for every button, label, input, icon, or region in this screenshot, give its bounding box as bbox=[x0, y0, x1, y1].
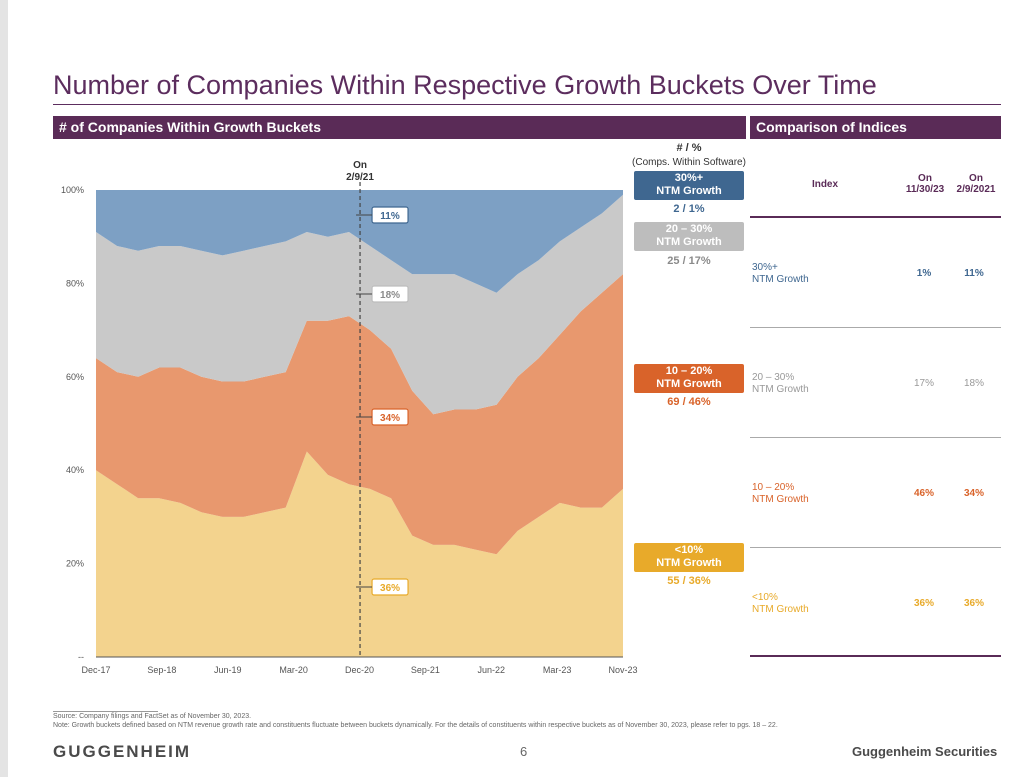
area-series-3 bbox=[96, 190, 623, 293]
x-tick-label: Dec-17 bbox=[81, 665, 110, 675]
x-tick-label: Jun-22 bbox=[477, 665, 505, 675]
page-number: 6 bbox=[520, 744, 528, 759]
comparison-row-label: 20 – 30% NTM Growth bbox=[752, 372, 809, 396]
legend-item-30-plus: 30%+ NTM Growth bbox=[634, 171, 744, 200]
legend-item-label: 20 – 30% bbox=[665, 223, 713, 235]
y-tick-label: 60% bbox=[66, 372, 84, 382]
comparison-value-current: 1% bbox=[916, 268, 932, 279]
row-label-line1: 20 – 30% bbox=[752, 372, 795, 383]
x-tick-label: Dec-20 bbox=[345, 665, 374, 675]
x-tick-label: Nov-23 bbox=[608, 665, 637, 675]
comparison-bottom-rule bbox=[750, 655, 1001, 657]
row-label-line2: NTM Growth bbox=[752, 384, 809, 395]
growth-note: Note: Growth buckets defined based on NT… bbox=[53, 722, 778, 729]
marker-date: 2/9/21 bbox=[346, 172, 374, 183]
footnote-rule bbox=[53, 711, 158, 712]
legend-item-label: 10 – 20% bbox=[665, 365, 713, 377]
marker-label: On bbox=[353, 160, 367, 171]
row-label-line2: NTM Growth bbox=[752, 604, 809, 615]
comparison-value-prior: 34% bbox=[963, 488, 984, 499]
comparison-header-rule bbox=[750, 216, 1001, 218]
comparison-row-divider bbox=[750, 547, 1001, 548]
comparison-row-divider bbox=[750, 437, 1001, 438]
legend-item-label: <10% bbox=[674, 544, 704, 556]
row-label-line1: 30%+ bbox=[752, 262, 778, 273]
legend-item-label: 30%+ bbox=[674, 172, 704, 184]
legend-item-label: NTM Growth bbox=[656, 557, 722, 569]
legend-item-label: NTM Growth bbox=[656, 378, 722, 390]
comparison-col2-header: On 2/9/2021 bbox=[951, 173, 1001, 195]
legend-item-count: 25 / 17% bbox=[667, 255, 711, 267]
legend-item-count: 2 / 1% bbox=[673, 203, 705, 215]
comparison-value-prior: 36% bbox=[963, 598, 984, 609]
title-rule bbox=[53, 104, 1001, 105]
y-tick-label: 80% bbox=[66, 278, 84, 288]
comparison-row-label: <10% NTM Growth bbox=[752, 592, 809, 616]
x-tick-label: Jun-19 bbox=[214, 665, 242, 675]
x-tick-label: Mar-20 bbox=[279, 665, 308, 675]
comparison-value-current: 17% bbox=[913, 378, 934, 389]
y-tick-label: 40% bbox=[66, 465, 84, 475]
comparison-index-header: Index bbox=[811, 179, 839, 190]
row-label-line2: NTM Growth bbox=[752, 274, 809, 285]
row-label-line2: NTM Growth bbox=[752, 494, 809, 505]
marker-callout-label: 34% bbox=[380, 413, 400, 424]
brand-name: Guggenheim Securities bbox=[852, 744, 998, 759]
legend-item-10-20: 10 – 20% NTM Growth bbox=[634, 364, 744, 393]
row-label-line1: <10% bbox=[752, 592, 778, 603]
comparison-col1-header: On 11/30/23 bbox=[900, 173, 950, 195]
legend-subheader: (Comps. Within Software) bbox=[632, 157, 746, 168]
x-tick-label: Sep-18 bbox=[147, 665, 176, 675]
comparison-value-current: 36% bbox=[913, 598, 934, 609]
y-tick-label: 100% bbox=[61, 185, 84, 195]
col2-header-line1: On bbox=[969, 173, 983, 184]
right-panel-header: Comparison of Indices bbox=[750, 116, 1001, 139]
row-label-line1: 10 – 20% bbox=[752, 482, 795, 493]
y-tick-label: 20% bbox=[66, 559, 84, 569]
legend-item-count: 69 / 46% bbox=[667, 396, 711, 408]
x-tick-label: Sep-21 bbox=[411, 665, 440, 675]
legend-item-count: 55 / 36% bbox=[667, 575, 711, 587]
col1-header-line2: 11/30/23 bbox=[905, 184, 945, 195]
col1-header-line1: On bbox=[918, 173, 932, 184]
legend-item-label: NTM Growth bbox=[656, 236, 722, 248]
comparison-value-current: 46% bbox=[913, 488, 934, 499]
legend-item-20-30: 20 – 30% NTM Growth bbox=[634, 222, 744, 251]
legend-item-under-10: <10% NTM Growth bbox=[634, 543, 744, 572]
page-left-strip bbox=[0, 0, 8, 777]
marker-callout-label: 18% bbox=[380, 290, 400, 301]
legend-header: # / % bbox=[676, 142, 702, 154]
left-panel-header: # of Companies Within Growth Buckets bbox=[53, 116, 746, 139]
legend-item-label: NTM Growth bbox=[656, 185, 722, 197]
x-tick-label: Mar-23 bbox=[543, 665, 572, 675]
col2-header-line2: 2/9/2021 bbox=[956, 184, 996, 195]
comparison-value-prior: 11% bbox=[964, 268, 984, 279]
source-note: Source: Company filings and FactSet as o… bbox=[53, 713, 252, 720]
marker-callout-label: 11% bbox=[380, 211, 400, 222]
page-title: Number of Companies Within Respective Gr… bbox=[53, 70, 877, 100]
comparison-value-prior: 18% bbox=[963, 378, 984, 389]
comparison-row-label: 10 – 20% NTM Growth bbox=[752, 482, 809, 506]
marker-callout-label: 36% bbox=[380, 583, 400, 594]
y-tick-label: -- bbox=[78, 652, 84, 662]
comparison-row-divider bbox=[750, 327, 1001, 328]
comparison-row-label: 30%+ NTM Growth bbox=[752, 262, 809, 286]
guggenheim-logo: GUGGENHEIM bbox=[53, 742, 192, 761]
